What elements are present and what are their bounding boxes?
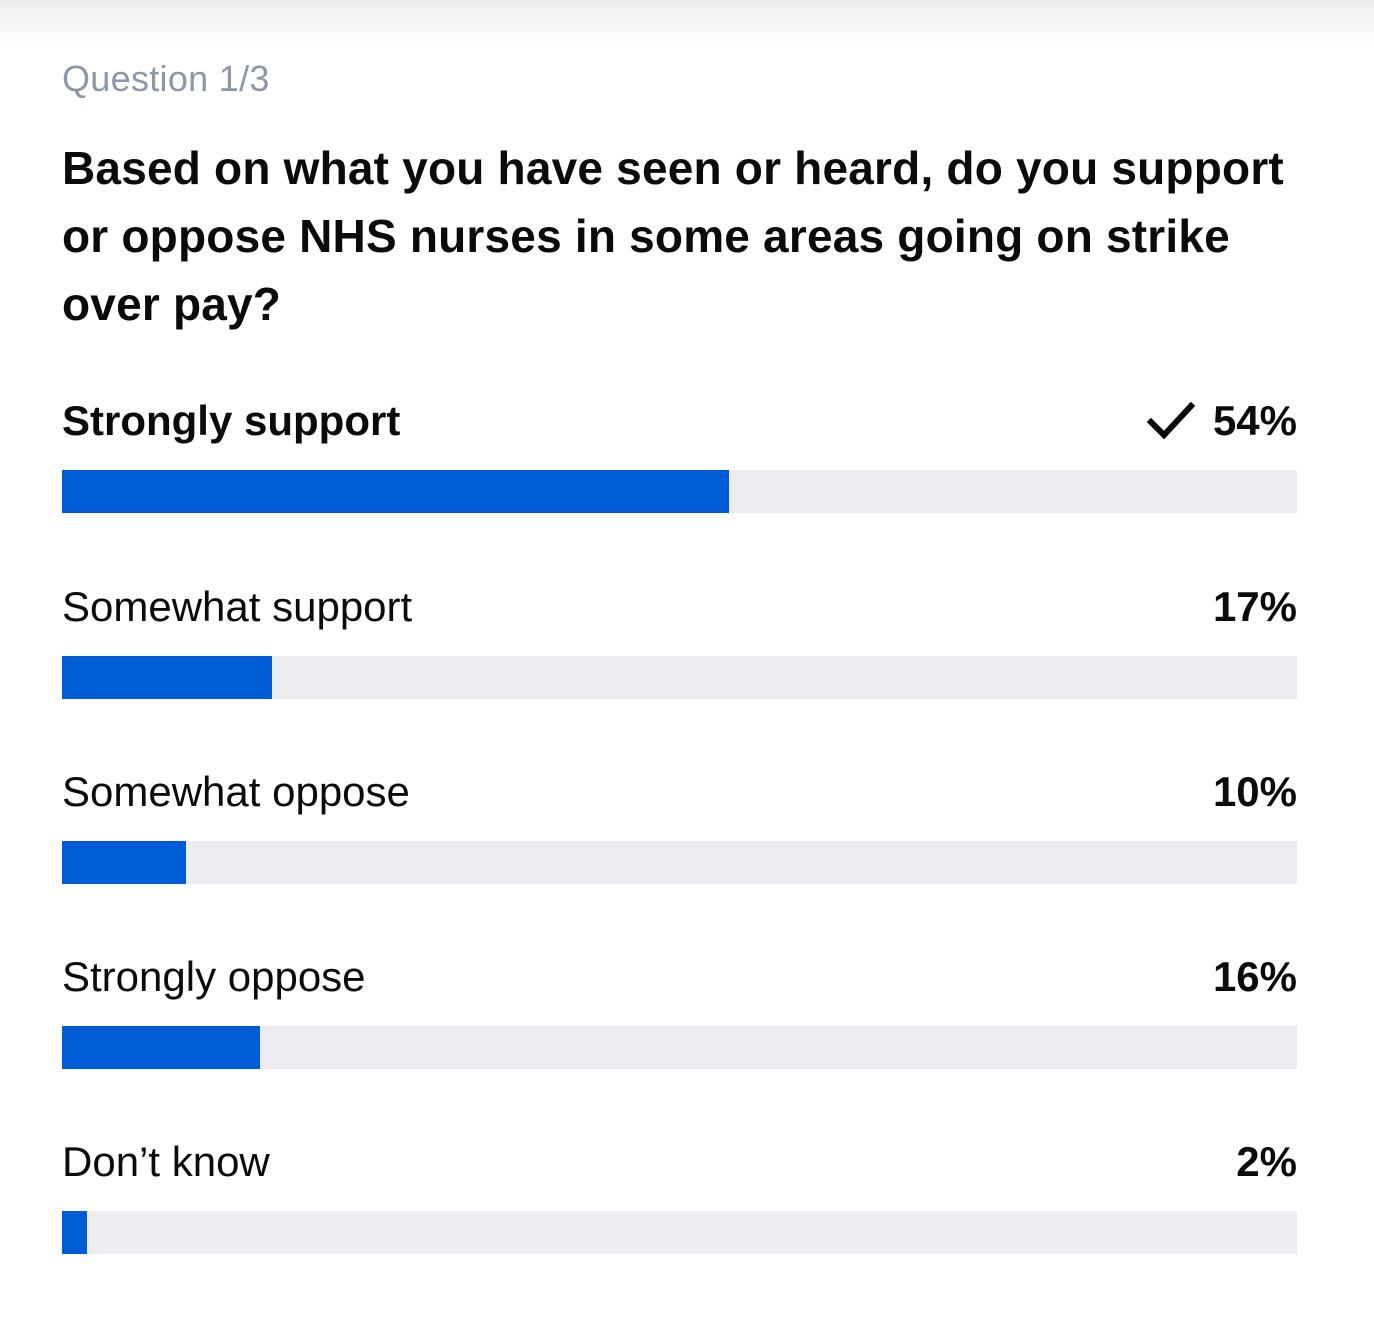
option-header: Strongly oppose 16% [62,952,1297,1002]
result-bar-fill [62,470,729,513]
option-label: Don’t know [62,1138,270,1185]
result-bar-track [62,470,1297,513]
option-header: Somewhat oppose 10% [62,767,1297,817]
result-bar-fill [62,1026,260,1069]
option-label: Strongly support [62,397,401,444]
option-percent: 2% [1236,1138,1297,1185]
result-bar-track [62,1026,1297,1069]
checkmark-icon [1146,401,1195,440]
option-label: Somewhat support [62,583,413,630]
result-bar-track [62,656,1297,699]
result-bar-fill [62,656,272,699]
option-somewhat-oppose[interactable]: Somewhat oppose 10% [62,767,1297,887]
result-bar-track [62,1211,1297,1254]
option-label: Somewhat oppose [62,768,410,815]
option-label: Strongly oppose [62,953,366,1000]
option-header: Don’t know 2% [62,1137,1297,1187]
option-header: Somewhat support 17% [62,582,1297,632]
option-percent: 17% [1212,583,1297,630]
question-text: Based on what you have seen or heard, do… [62,142,1284,330]
result-bar-fill [62,1211,87,1254]
option-percent: 10% [1212,768,1297,815]
result-bar-track [62,841,1297,884]
option-header: Strongly support 54% [62,396,1297,446]
question-progress: Question 1/3 [62,58,270,99]
option-dont-know[interactable]: Don’t know 2% [62,1137,1297,1257]
top-shadow [0,0,1374,48]
option-strongly-oppose[interactable]: Strongly oppose 16% [62,952,1297,1072]
option-result: 54% [1146,396,1297,446]
option-strongly-support[interactable]: Strongly support 54% [62,396,1297,516]
option-result: 2% [1236,1137,1297,1187]
option-result: 17% [1213,582,1297,632]
option-result: 10% [1213,767,1297,817]
option-percent: 54% [1212,397,1297,444]
option-percent: 16% [1212,953,1297,1000]
option-somewhat-support[interactable]: Somewhat support 17% [62,582,1297,702]
option-result: 16% [1213,952,1297,1002]
result-bar-fill [62,841,186,884]
